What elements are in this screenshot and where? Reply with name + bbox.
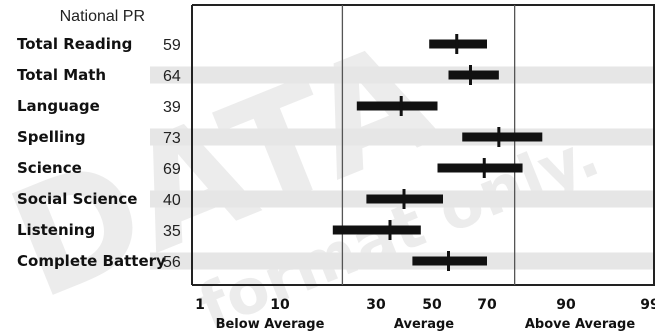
- x-tick-label: 70: [477, 297, 497, 313]
- x-tick-label: 50: [422, 297, 442, 313]
- score-marker: [402, 189, 406, 209]
- x-band-label: Average: [394, 317, 454, 332]
- row-shade: [150, 128, 655, 146]
- score-band: [356, 101, 438, 111]
- x-tick-label: 90: [556, 297, 576, 313]
- plot-frame: [191, 4, 655, 286]
- subject-label: Total Math: [17, 66, 106, 84]
- score-band: [462, 132, 543, 142]
- subject-label: Social Science: [17, 190, 137, 208]
- subject-label: Science: [17, 159, 82, 177]
- percentile-value: 39: [163, 99, 181, 116]
- percentile-value: 64: [163, 68, 181, 85]
- percentile-value: 59: [163, 37, 181, 54]
- subject-label: Spelling: [17, 128, 86, 146]
- subject-label: Complete Battery: [17, 252, 166, 270]
- x-tick-label: 10: [270, 297, 290, 313]
- score-marker: [399, 96, 403, 116]
- percentile-value: 69: [163, 161, 181, 178]
- percentile-value: 40: [163, 192, 181, 209]
- percentile-value: 56: [163, 254, 181, 271]
- percentile-value: 73: [163, 130, 181, 147]
- x-axis: 1 10 30 50 70 90 99 Below Average Average Above A…: [195, 297, 655, 332]
- score-marker: [447, 251, 450, 271]
- row-shade: [150, 66, 655, 84]
- score-band: [448, 70, 499, 80]
- score-band: [332, 225, 421, 235]
- subject-label: Listening: [17, 221, 95, 239]
- x-tick-label: 99: [640, 297, 655, 313]
- percentile-value: 35: [163, 223, 181, 240]
- x-tick-label: 1: [195, 297, 205, 313]
- score-marker: [497, 127, 501, 147]
- score-marker: [482, 158, 486, 178]
- x-band-label: Below Average: [216, 317, 325, 332]
- score-marker: [388, 220, 392, 240]
- score-marker: [455, 34, 459, 54]
- x-tick-label: 30: [366, 297, 386, 313]
- row-shade: [150, 252, 655, 270]
- score-marker: [469, 65, 472, 85]
- subject-label: Total Reading: [17, 35, 132, 53]
- score-bands: [332, 34, 543, 271]
- subject-label: Language: [17, 97, 100, 115]
- x-band-label: Above Average: [525, 317, 635, 332]
- row-labels: National PR Total Reading 59 Total Math 64 La…: [17, 8, 181, 271]
- score-band: [437, 163, 523, 173]
- column-header: National PR: [60, 8, 145, 25]
